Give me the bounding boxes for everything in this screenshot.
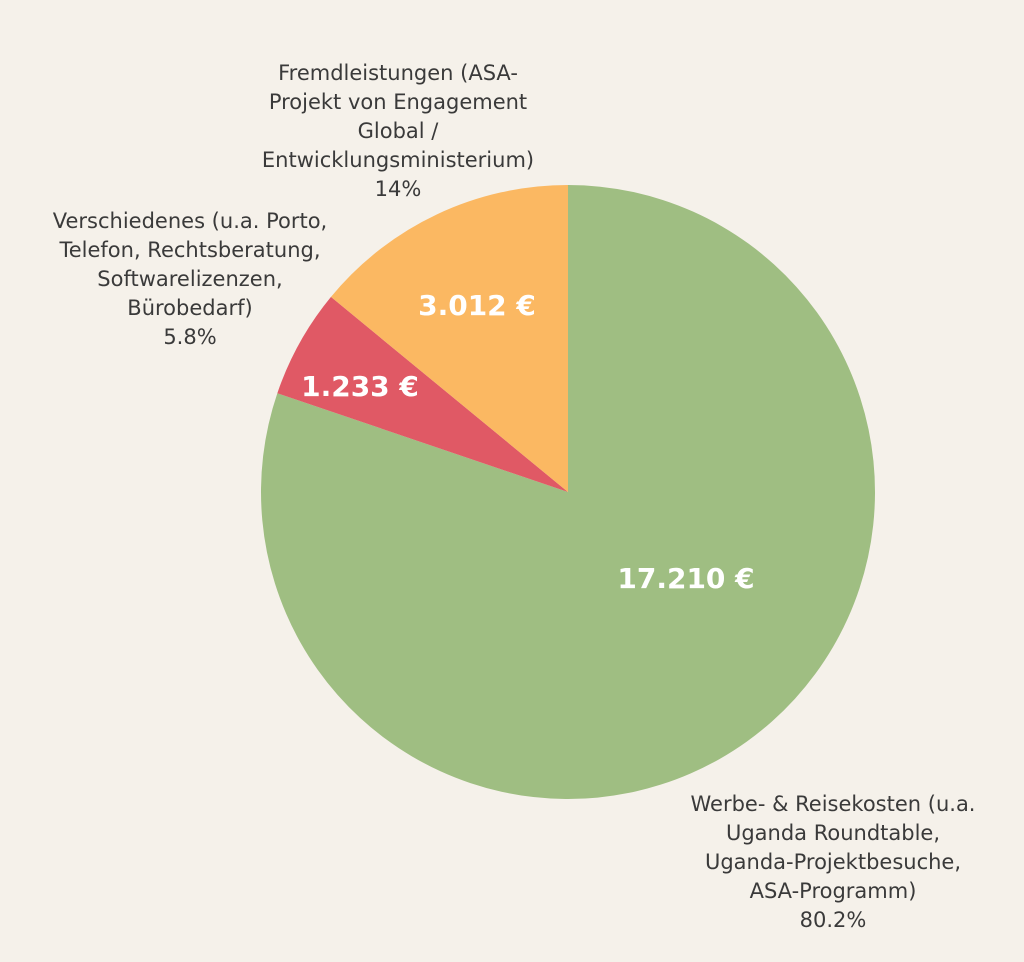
slice-label-line: Projekt von Engagement (269, 90, 527, 114)
slice-category-label: Verschiedenes (u.a. Porto, Telefon, Recht… (53, 209, 328, 349)
pie-slice (277, 296, 568, 492)
slice-value-label: 3.012 € (418, 289, 536, 322)
slice-label-line: Uganda-Projektbesuche, (705, 850, 961, 874)
slice-label-line: Bürobedarf) (127, 296, 252, 320)
slice-label-line: Fremdleistungen (ASA- (278, 61, 518, 85)
pie-slices (261, 184, 876, 799)
slice-label-line: Uganda Roundtable, (726, 821, 940, 845)
slice-percent-label: 14% (375, 177, 422, 201)
slice-label-line: Werbe- & Reisekosten (u.a. (691, 792, 976, 816)
slice-category-label: Fremdleistungen (ASA- Projekt von Engagem… (262, 61, 534, 201)
slice-category-label: Werbe- & Reisekosten (u.a. Uganda Roundta… (691, 792, 976, 932)
slice-label-line: Softwarelizenzen, (97, 267, 282, 291)
pie-slice (261, 184, 876, 799)
slice-label-line: Entwicklungsministerium) (262, 148, 534, 172)
slice-percent-label: 5.8% (163, 325, 216, 349)
slice-value-label: 1.233 € (301, 370, 419, 403)
slice-value-label: 17.210 € (617, 562, 754, 595)
slice-label-line: Verschiedenes (u.a. Porto, (53, 209, 328, 233)
slice-value-labels: 17.210 € 1.233 € 3.012 € (301, 289, 755, 595)
slice-label-line: Telefon, Rechtsberatung, (58, 238, 320, 262)
slice-percent-label: 80.2% (800, 908, 867, 932)
slice-label-line: Global / (358, 119, 440, 143)
slice-category-labels: Werbe- & Reisekosten (u.a. Uganda Roundta… (53, 61, 976, 932)
slice-label-line: ASA-Programm) (750, 879, 917, 903)
pie-slice (330, 185, 568, 492)
